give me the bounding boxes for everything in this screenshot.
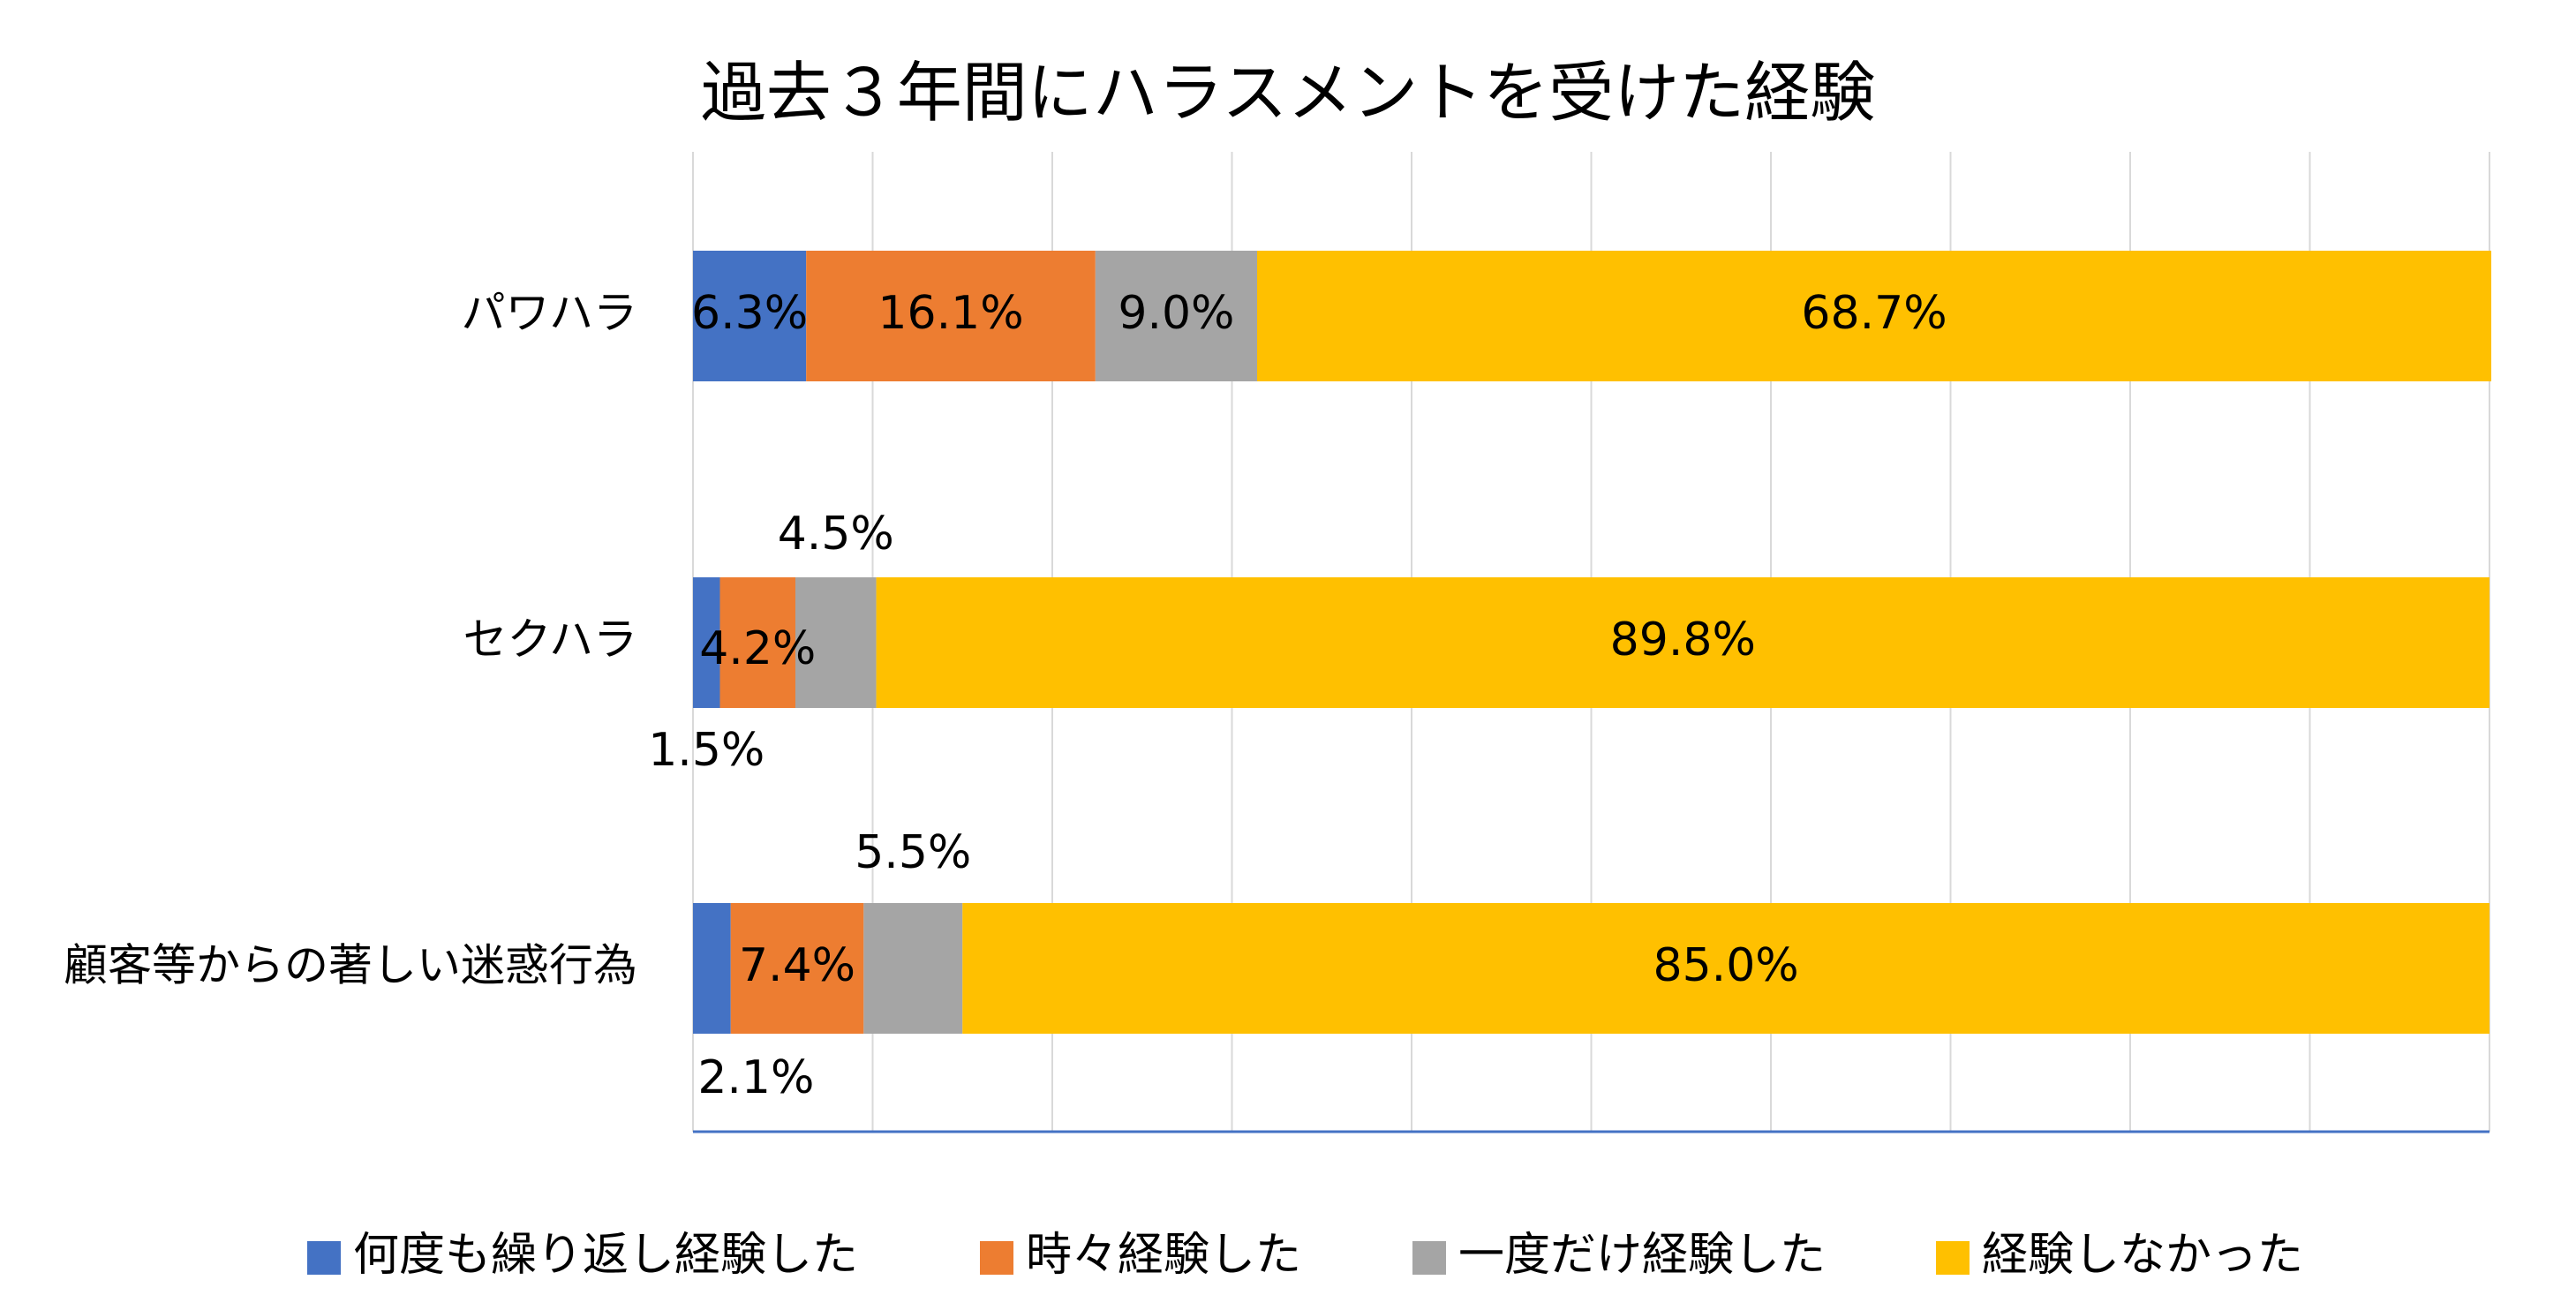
bar-segment	[730, 903, 864, 1034]
data-label: 16.1%	[877, 287, 1023, 340]
category-label: 顧客等からの著しい迷惑行為	[64, 940, 637, 991]
data-label: 4.5%	[778, 508, 894, 561]
data-label: 85.0%	[1653, 939, 1799, 992]
bar-segment	[1256, 251, 2492, 381]
data-label: 9.0%	[1118, 287, 1234, 340]
bar-segment	[719, 577, 795, 708]
bar-segment	[863, 903, 963, 1034]
data-label: 5.5%	[855, 826, 971, 879]
legend-swatch	[980, 1241, 1013, 1275]
bar-segment	[693, 903, 731, 1034]
legend-swatch	[1936, 1241, 1970, 1275]
legend-label: 時々経験した	[1026, 1229, 1301, 1282]
data-label: 6.3%	[691, 287, 808, 340]
data-label: 68.7%	[1801, 287, 1947, 340]
legend-swatch	[307, 1241, 341, 1275]
bar-segment	[962, 903, 2489, 1034]
category-label: パワハラ	[462, 288, 638, 339]
category-label: セクハラ	[463, 614, 638, 666]
bar-segment	[1095, 251, 1257, 381]
bar-segment	[693, 251, 807, 381]
data-label: 4.2%	[699, 622, 816, 675]
data-label: 1.5%	[648, 724, 765, 777]
legend-label: 一度だけ経験した	[1458, 1229, 1826, 1282]
data-label: 7.4%	[739, 939, 855, 992]
legend-swatch	[1412, 1241, 1446, 1275]
bar-segment	[693, 577, 720, 708]
bar-segment	[876, 577, 2489, 708]
bar-segment	[806, 251, 1096, 381]
bar-segment	[795, 577, 877, 708]
data-label: 2.1%	[697, 1051, 814, 1104]
data-label: 89.8%	[1610, 614, 1756, 666]
legend-label: 経験しなかった	[1982, 1229, 2303, 1282]
chart-title: 過去３年間にハラスメントを受けた経験	[701, 56, 1876, 132]
legend-label: 何度も繰り返し経験した	[353, 1229, 858, 1282]
